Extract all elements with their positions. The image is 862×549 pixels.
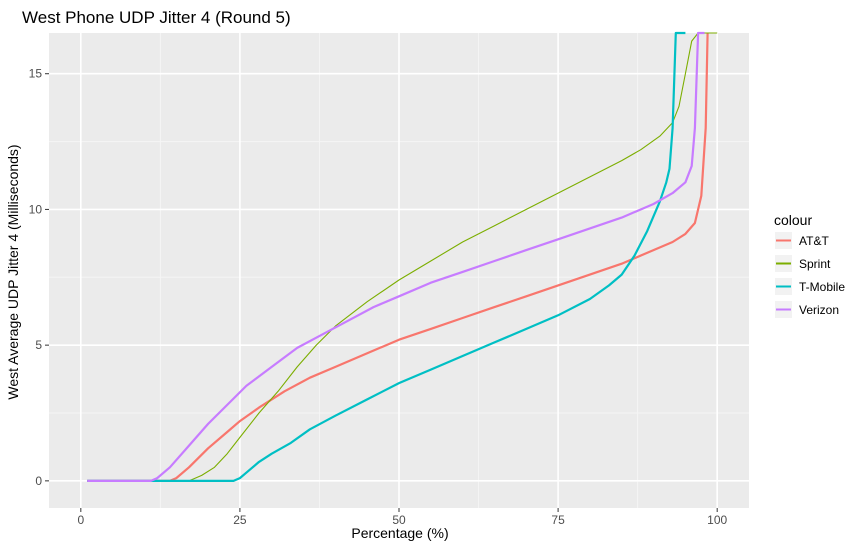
y-axis-ticks: 0 5 10 15 — [29, 67, 49, 488]
series-line-t-mobile — [87, 31, 686, 482]
legend-label-t-mobile: T-Mobile — [799, 280, 845, 294]
legend-label-at-t: AT&T — [799, 234, 829, 248]
major-gridlines — [49, 33, 749, 508]
y-tick-label: 0 — [35, 474, 42, 488]
y-tick-label: 5 — [35, 338, 42, 352]
x-axis-ticks: 0 25 50 75 100 — [77, 508, 728, 527]
series-line-at-t — [87, 32, 709, 482]
series-lines — [87, 31, 718, 482]
x-tick-label: 25 — [233, 513, 247, 527]
legend-title: colour — [774, 212, 812, 228]
x-axis-title: Percentage (%) — [351, 525, 448, 541]
x-tick-label: 50 — [392, 513, 406, 527]
series-line-verizon — [87, 31, 705, 482]
x-tick-label: 0 — [77, 513, 84, 527]
legend: colour AT&T Sprint T-Mobile Verizon — [774, 212, 845, 318]
legend-label-sprint: Sprint — [799, 257, 831, 271]
y-tick-label: 10 — [29, 202, 43, 216]
x-tick-label: 100 — [707, 513, 727, 527]
series-line-sprint — [87, 32, 718, 482]
chart-title: West Phone UDP Jitter 4 (Round 5) — [22, 8, 291, 27]
x-tick-label: 75 — [551, 513, 565, 527]
y-axis-title: West Average UDP Jitter 4 (Milliseconds) — [5, 144, 21, 399]
y-tick-label: 15 — [29, 67, 43, 81]
legend-label-verizon: Verizon — [799, 303, 839, 317]
